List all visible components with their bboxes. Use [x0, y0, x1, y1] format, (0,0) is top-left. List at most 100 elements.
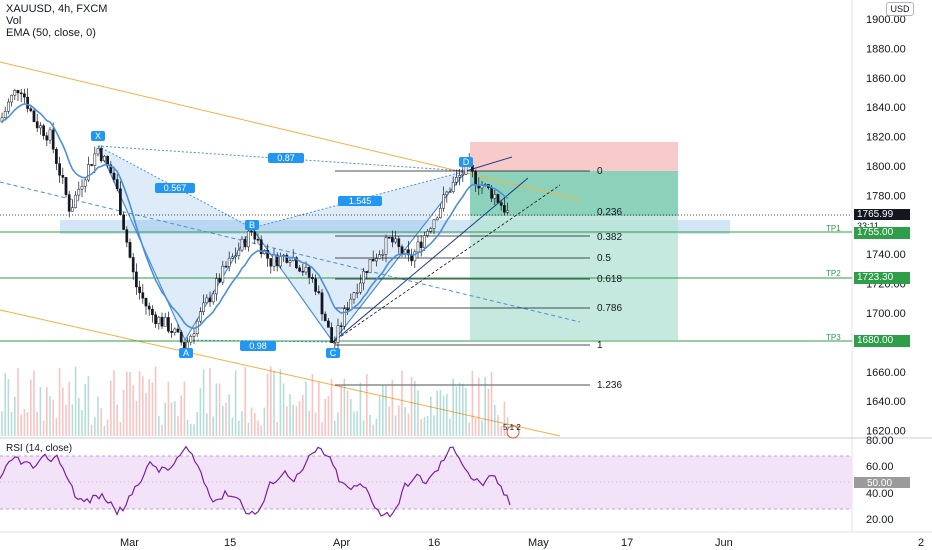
volume-bar	[94, 417, 96, 436]
candle-body	[439, 207, 442, 219]
candle-body	[227, 257, 231, 267]
tp2-price-tag: 1723.30	[854, 272, 910, 284]
volume-bar	[132, 385, 134, 436]
volume-bar	[359, 382, 362, 436]
candle-body	[237, 249, 241, 256]
candle-body	[202, 302, 205, 312]
fib-label: 0.618	[597, 274, 622, 285]
candle-body	[106, 156, 109, 166]
candle-body	[397, 238, 401, 247]
volume-bar	[158, 415, 160, 436]
vol-label[interactable]: Vol	[6, 15, 22, 27]
volume-bar	[305, 381, 307, 436]
volume-bar	[292, 404, 294, 436]
candle-body	[317, 291, 321, 294]
volume-bar	[356, 411, 358, 436]
events-badge[interactable]: 5 1 2	[503, 423, 521, 439]
volume-bar	[490, 371, 493, 436]
volume-bar	[142, 376, 144, 436]
candle-body	[221, 265, 225, 283]
volume-bar	[126, 371, 128, 436]
candle-body	[7, 101, 10, 112]
support-line-2	[332, 184, 561, 343]
candle-body	[381, 254, 385, 256]
time-axis-labels[interactable]: Mar 15 Apr 16 May 17 Jun 2	[120, 537, 924, 549]
candle-body	[16, 90, 20, 94]
volume-bar	[302, 395, 304, 436]
candle-body	[122, 214, 125, 230]
candle-body	[55, 149, 58, 164]
rsi-tick-label: 80.00	[866, 435, 894, 447]
ratio-bcd: 1.545	[338, 196, 382, 206]
candle-body	[407, 249, 410, 256]
candle-body	[218, 278, 221, 283]
volume-bar	[254, 413, 256, 436]
volume-bar	[241, 411, 243, 436]
candle-body	[192, 333, 196, 337]
volume-bar	[433, 415, 435, 436]
candle-body	[48, 129, 52, 141]
volume-bar	[190, 424, 192, 436]
fib-lines	[335, 170, 590, 386]
candle-body	[346, 308, 349, 311]
rsi-tick-label: 40.00	[866, 488, 894, 500]
price-tick-label: 1840.00	[866, 102, 906, 114]
candle-body	[365, 271, 369, 274]
volume-bar	[398, 405, 400, 436]
candle-body	[93, 153, 97, 166]
candle-body	[23, 93, 26, 98]
volume-bar	[330, 378, 333, 436]
symbol-title[interactable]: XAUUSD, 4h, FXCM	[6, 3, 108, 15]
candle-body	[458, 175, 461, 178]
volume-bar	[247, 422, 250, 436]
candle-body	[112, 172, 116, 180]
price-tick-label: 1780.00	[866, 190, 906, 202]
volume-bar	[30, 379, 32, 436]
candle-body	[99, 148, 103, 162]
candle-body	[90, 164, 93, 166]
candle-body	[29, 108, 33, 112]
volume-bar	[369, 415, 371, 436]
candle-body	[10, 94, 13, 103]
volume-bar	[478, 377, 480, 436]
volume-bar	[452, 378, 454, 436]
candle-body	[384, 237, 388, 255]
volume-bar	[161, 424, 163, 436]
candle-body	[410, 254, 413, 262]
volume-bar	[87, 376, 90, 436]
volume-bar	[202, 369, 205, 436]
volume-bar	[439, 389, 442, 436]
volume-bar	[465, 387, 467, 436]
volume-bar	[49, 396, 51, 436]
volume-bar	[116, 404, 118, 436]
volume-bar	[231, 417, 234, 436]
candle-body	[426, 231, 429, 236]
candle-body	[266, 249, 269, 259]
volume-bar	[410, 377, 413, 436]
currency-button[interactable]: USD	[886, 2, 914, 16]
support-line-1	[332, 177, 529, 343]
volume-bar	[314, 412, 317, 436]
candle-body	[19, 92, 23, 95]
rsi-title[interactable]: RSI (14, close)	[6, 443, 73, 454]
candle-body	[199, 311, 202, 322]
volume-bar	[65, 404, 67, 436]
price-tick-label: 1700.00	[866, 308, 906, 320]
current-price-tag: 1765.99	[854, 209, 910, 221]
tp2-label: TP2	[826, 269, 841, 278]
volume-bar	[52, 399, 54, 436]
candle-body	[400, 246, 404, 255]
volume-bar	[244, 367, 246, 436]
pattern-xb	[97, 145, 253, 229]
candle-body	[205, 297, 209, 304]
volume-bar	[298, 401, 301, 436]
volume-bar	[78, 397, 80, 436]
price-tick-label: 1640.00	[866, 396, 906, 408]
candle-body	[298, 267, 301, 272]
candle-body	[327, 320, 330, 328]
volume-bar	[180, 395, 182, 436]
ema-label[interactable]: EMA (50, close, 0)	[6, 27, 96, 39]
candle-body	[493, 194, 497, 199]
candle-body	[343, 308, 346, 327]
